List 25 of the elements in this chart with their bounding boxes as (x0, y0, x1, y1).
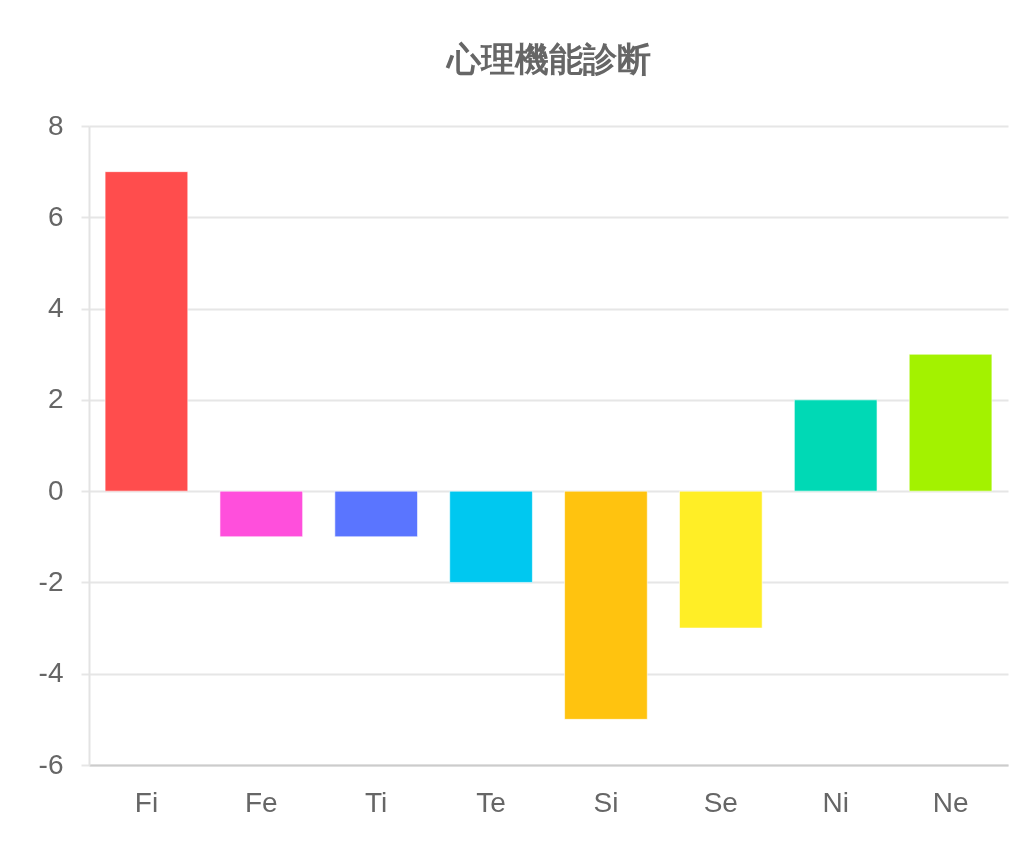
x-tick-label: Ti (365, 786, 388, 818)
x-tick-label: Si (593, 786, 619, 818)
bar (908, 353, 993, 492)
bar (449, 490, 533, 583)
y-tick-label: 2 (47, 383, 64, 415)
bar (678, 490, 763, 629)
y-tick-label: 8 (47, 109, 64, 141)
bar (334, 490, 419, 538)
bar (104, 171, 189, 492)
x-tick-label: Fi (134, 786, 159, 818)
bar (219, 490, 304, 538)
chart-title: 心理機能診断 (444, 40, 651, 78)
y-tick-label: 6 (47, 200, 64, 232)
y-tick-label: -6 (38, 748, 64, 780)
y-tick-label: 0 (47, 474, 64, 506)
x-tick-label: Se (703, 786, 738, 818)
x-tick-label: Te (476, 786, 506, 818)
y-tick-label: 4 (47, 292, 64, 324)
x-tick-label: Ne (932, 786, 969, 818)
bar (793, 399, 878, 492)
bar (564, 490, 648, 720)
x-tick-label: Ni (822, 786, 849, 818)
y-tick-label: -4 (38, 657, 64, 689)
x-tick-label: Fe (244, 786, 278, 818)
y-tick-label: -2 (38, 565, 64, 597)
